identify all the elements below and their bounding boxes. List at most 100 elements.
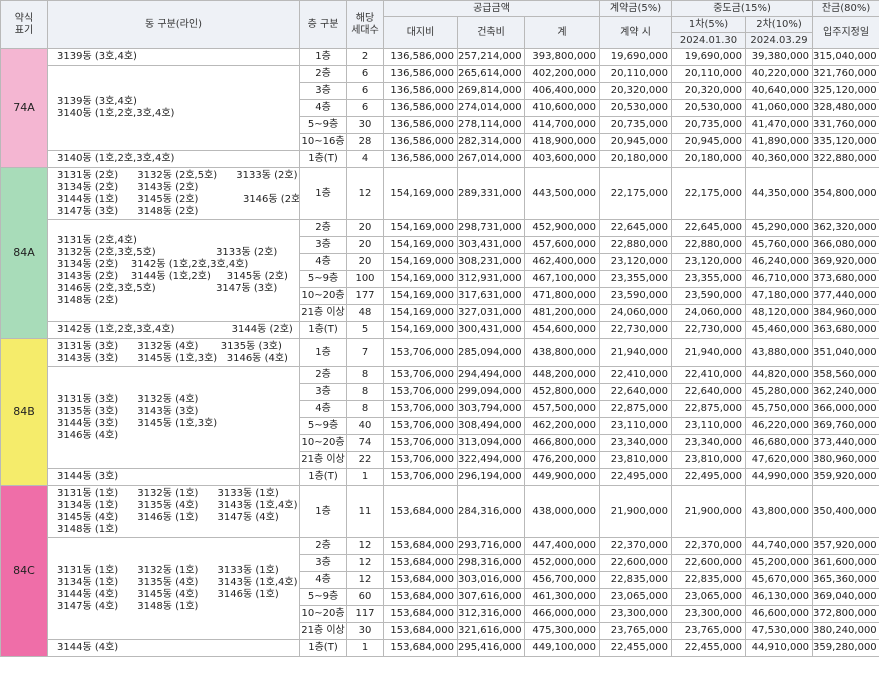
dong-lines: 3144동 (4호) (47, 639, 300, 657)
cell-contract-payment: 23,110,000 (599, 417, 673, 435)
cell-middle-payment-1: 23,590,000 (671, 287, 747, 305)
cell-balance-payment: 366,080,000 (812, 236, 879, 254)
cell-building-cost: 321,616,000 (457, 622, 525, 640)
cell-land-cost: 153,706,000 (383, 400, 458, 418)
cell-floor: 3층 (299, 82, 347, 100)
cell-middle-payment-1: 23,300,000 (671, 605, 747, 623)
cell-building-cost: 289,331,000 (457, 167, 525, 220)
cell-building-cost: 299,094,000 (457, 383, 525, 401)
cell-land-cost: 154,169,000 (383, 167, 458, 220)
cell-total-price: 449,900,000 (523, 468, 601, 486)
cell-middle-payment-1: 23,765,000 (671, 622, 747, 640)
header-mid1: 1차(5%) (671, 16, 747, 33)
cell-middle-payment-2: 46,240,000 (745, 253, 814, 271)
cell-middle-payment-2: 40,220,000 (745, 65, 814, 83)
cell-land-cost: 153,684,000 (383, 485, 458, 538)
cell-building-cost: 294,494,000 (457, 366, 525, 384)
cell-contract-payment: 21,940,000 (599, 338, 673, 367)
header-supply: 공급금액 (382, 0, 601, 17)
cell-total-price: 452,800,000 (523, 383, 601, 401)
table-row: 3층 6 136,586,000 269,814,000 406,400,000 20,3… (1, 82, 879, 100)
cell-total-price: 403,600,000 (523, 150, 601, 168)
dong-lines: 3144동 (3호) (47, 468, 300, 486)
cell-contract-payment: 22,410,000 (599, 366, 673, 384)
table-row: 5~9층 60 153,684,000 307,616,000 461,300,000 2… (1, 588, 879, 606)
cell-building-cost: 308,231,000 (457, 253, 525, 271)
cell-contract-payment: 21,900,000 (599, 485, 673, 538)
header-balance-group: 잔금(80%) (812, 0, 879, 17)
cell-total-price: 438,800,000 (523, 338, 601, 367)
cell-total-price: 438,000,000 (523, 485, 601, 538)
cell-households: 8 (346, 383, 384, 401)
cell-middle-payment-1: 19,690,000 (671, 48, 747, 66)
dong-lines: 3139동 (3호,4호) (47, 48, 300, 66)
cell-building-cost: 285,094,000 (457, 338, 525, 367)
cell-land-cost: 153,706,000 (383, 366, 458, 384)
cell-total-price: 449,100,000 (523, 639, 601, 657)
table-row: 84A 3131동 (2호) 3132동 (2호,5호) 3133동 (2호) 3… (0, 167, 879, 339)
cell-middle-payment-2: 46,710,000 (745, 270, 814, 288)
cell-middle-payment-2: 48,120,000 (745, 304, 814, 322)
cell-building-cost: 300,431,000 (457, 321, 525, 339)
cell-land-cost: 153,706,000 (383, 338, 458, 367)
cell-total-price: 452,900,000 (523, 219, 601, 237)
table-row: 10~16층 28 136,586,000 282,314,000 418,900,00… (1, 133, 879, 151)
cell-middle-payment-1: 22,600,000 (671, 554, 747, 572)
cell-building-cost: 267,014,000 (457, 150, 525, 168)
cell-contract-payment: 22,495,000 (599, 468, 673, 486)
cell-middle-payment-1: 20,735,000 (671, 116, 747, 134)
cell-balance-payment: 362,240,000 (812, 383, 879, 401)
cell-middle-payment-2: 45,670,000 (745, 571, 814, 589)
table-row: 3131동 (1호) 3132동 (1호) 3133동 (1호) 3134동 (… (1, 537, 879, 640)
cell-land-cost: 153,684,000 (383, 622, 458, 640)
cell-contract-payment: 20,320,000 (599, 82, 673, 100)
cell-land-cost: 153,684,000 (383, 639, 458, 657)
cell-land-cost: 154,169,000 (383, 321, 458, 339)
cell-building-cost: 265,614,000 (457, 65, 525, 83)
cell-households: 1 (346, 468, 384, 486)
cell-land-cost: 153,684,000 (383, 605, 458, 623)
cell-middle-payment-1: 22,455,000 (671, 639, 747, 657)
cell-middle-payment-2: 44,350,000 (745, 167, 814, 220)
cell-contract-payment: 23,765,000 (599, 622, 673, 640)
cell-balance-payment: 365,360,000 (812, 571, 879, 589)
cell-middle-payment-2: 46,600,000 (745, 605, 814, 623)
cell-floor: 1층 (299, 48, 347, 66)
table-row: 84B 3131동 (3호) 3132동 (4호) 3135동 (3호) 3143… (0, 338, 879, 486)
cell-balance-payment: 331,760,000 (812, 116, 879, 134)
cell-total-price: 418,900,000 (523, 133, 601, 151)
cell-building-cost: 312,931,000 (457, 270, 525, 288)
dong-lines: 3142동 (1호,2호,3호,4호) 3144동 (2호) (47, 321, 300, 339)
cell-land-cost: 136,586,000 (383, 65, 458, 83)
cell-middle-payment-1: 23,120,000 (671, 253, 747, 271)
cell-floor: 21층 이상 (299, 622, 347, 640)
cell-contract-payment: 22,175,000 (599, 167, 673, 220)
cell-households: 11 (346, 485, 384, 538)
cell-households: 60 (346, 588, 384, 606)
cell-floor: 1층(T) (299, 639, 347, 657)
cell-floor: 2층 (299, 537, 347, 555)
dong-lines: 3131동 (1호) 3132동 (1호) 3133동 (1호) 3134동 (… (47, 485, 300, 538)
cell-floor: 2층 (299, 219, 347, 237)
cell-contract-payment: 22,600,000 (599, 554, 673, 572)
cell-households: 8 (346, 400, 384, 418)
cell-building-cost: 312,316,000 (457, 605, 525, 623)
cell-floor: 4층 (299, 253, 347, 271)
cell-building-cost: 317,631,000 (457, 287, 525, 305)
cell-contract-payment: 23,590,000 (599, 287, 673, 305)
cell-middle-payment-2: 41,890,000 (745, 133, 814, 151)
cell-middle-payment-2: 44,990,000 (745, 468, 814, 486)
cell-land-cost: 136,586,000 (383, 82, 458, 100)
cell-floor: 5~9층 (299, 417, 347, 435)
cell-building-cost: 278,114,000 (457, 116, 525, 134)
cell-balance-payment: 358,560,000 (812, 366, 879, 384)
cell-total-price: 471,800,000 (523, 287, 601, 305)
cell-floor: 1층 (299, 485, 347, 538)
cell-floor: 3층 (299, 554, 347, 572)
table-row: 3140동 (1호,2호,3호,4호) 1층(T) 4 136,586,000 267,… (1, 150, 879, 168)
cell-balance-payment: 363,680,000 (812, 321, 879, 339)
cell-households: 6 (346, 65, 384, 83)
cell-middle-payment-1: 22,495,000 (671, 468, 747, 486)
cell-land-cost: 154,169,000 (383, 236, 458, 254)
cell-households: 12 (346, 167, 384, 220)
